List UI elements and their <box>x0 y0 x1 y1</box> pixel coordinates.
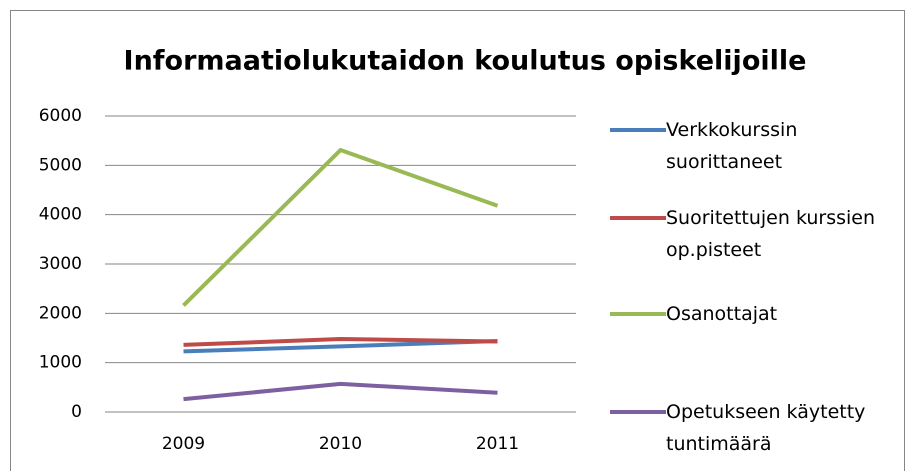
legend-entry: Opetukseen käytetty tuntimäärä <box>610 396 900 460</box>
legend-entry: Verkkokurssin suorittaneet <box>610 114 900 178</box>
chart-border <box>10 10 905 471</box>
legend-entry: Suoritettujen kurssien op.pisteet <box>610 202 900 266</box>
series-line <box>183 338 498 354</box>
x-tick-label: 2011 <box>476 434 519 454</box>
x-tick-label: 2010 <box>319 434 362 454</box>
legend-label: Osanottajat <box>666 303 778 325</box>
series-line <box>183 336 498 347</box>
legend-swatch <box>610 216 666 220</box>
legend-entry: Osanottajat <box>610 298 900 330</box>
legend-swatch <box>610 128 666 132</box>
y-tick-label: 1000 <box>39 353 82 373</box>
legend-label: Suoritettujen kurssien op.pisteet <box>666 207 876 261</box>
series-line <box>183 381 498 402</box>
y-tick-label: 2000 <box>39 303 82 323</box>
chart-title: Informaatiolukutaidon koulutus opiskelij… <box>124 46 807 77</box>
x-tick-label: 2009 <box>162 434 205 454</box>
legend-label: Opetukseen käytetty tuntimäärä <box>666 401 866 455</box>
y-tick-label: 4000 <box>39 205 82 225</box>
y-tick-label: 6000 <box>39 106 82 126</box>
y-tick-label: 5000 <box>39 155 82 175</box>
series-line <box>182 148 499 307</box>
y-tick-label: 3000 <box>39 254 82 274</box>
y-tick-label: 0 <box>71 402 82 422</box>
legend-swatch <box>610 410 666 414</box>
legend-label: Verkkokurssin suorittaneet <box>666 119 798 173</box>
legend-swatch <box>610 312 666 316</box>
